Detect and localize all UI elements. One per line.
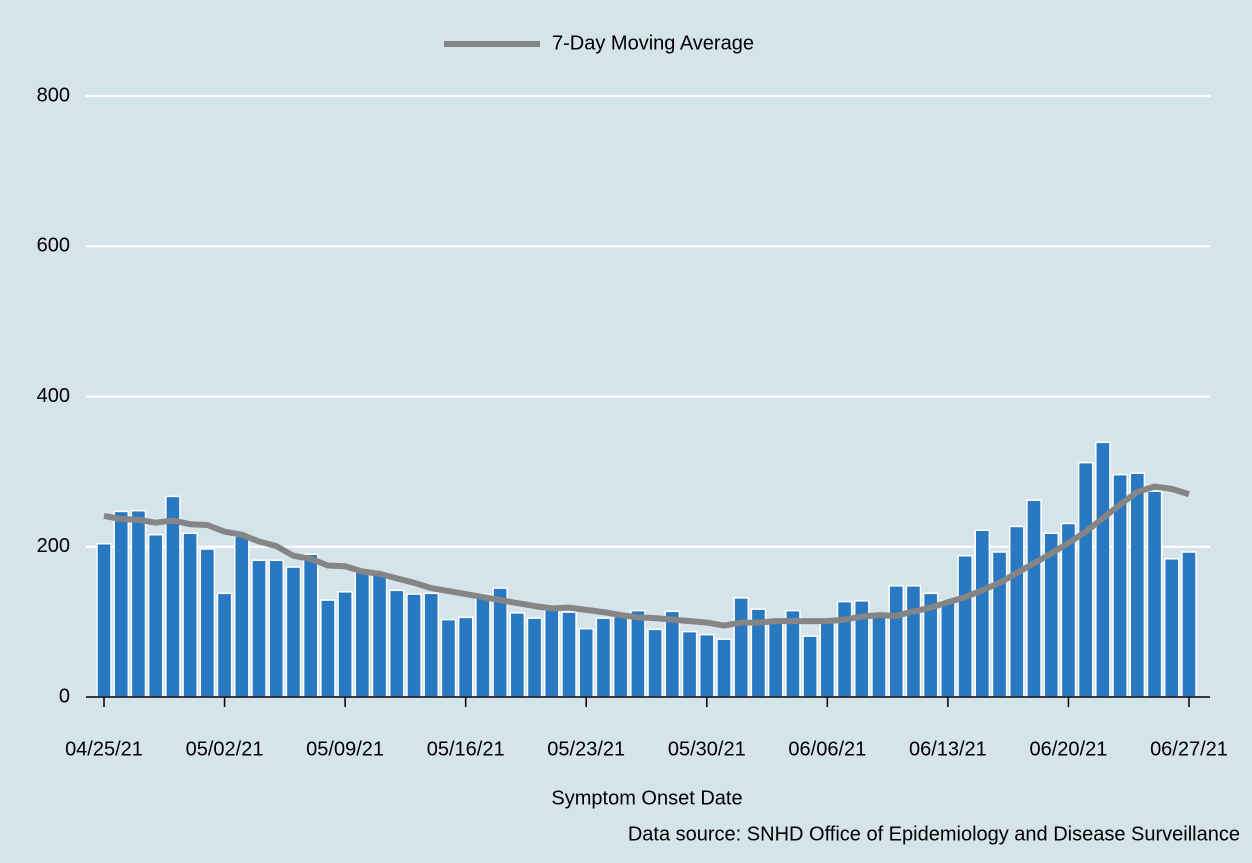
x-tick-label: 05/30/21: [668, 738, 746, 760]
x-tick-label: 06/06/21: [788, 738, 866, 760]
bar: [1008, 525, 1025, 698]
bar: [475, 593, 491, 698]
y-tick-label: 600: [37, 235, 70, 257]
bar: [423, 592, 440, 698]
bar: [216, 592, 233, 698]
bar: [1181, 551, 1197, 698]
bar: [406, 593, 422, 698]
bar: [1163, 558, 1180, 698]
bar: [698, 633, 715, 698]
bar: [1146, 490, 1163, 698]
y-tick-label: 800: [37, 84, 70, 106]
bar: [526, 617, 543, 698]
bar: [940, 600, 956, 698]
bar: [285, 566, 302, 698]
bar: [354, 570, 371, 698]
bar: [199, 548, 216, 698]
bar: [647, 628, 663, 698]
bar: [337, 591, 353, 698]
bar: [113, 510, 130, 698]
moving-average-line: [103, 483, 1190, 629]
bar: [492, 587, 508, 698]
x-tick-label: 06/13/21: [909, 738, 987, 760]
bar: [1129, 472, 1146, 698]
x-tick-label: 05/23/21: [547, 738, 625, 760]
bar: [268, 559, 285, 698]
bar: [457, 616, 474, 698]
bar: [147, 533, 164, 698]
bar: [440, 618, 457, 698]
legend-label: 7-Day Moving Average: [552, 32, 754, 54]
bar: [664, 610, 681, 698]
bar: [802, 635, 818, 698]
bar: [96, 542, 112, 698]
bar: [716, 638, 732, 698]
source-note: Data source: SNHD Office of Epidemiology…: [628, 823, 1240, 845]
x-tick-label: 04/25/21: [65, 738, 143, 760]
bar: [182, 532, 198, 698]
bar: [388, 589, 405, 698]
bar: [991, 551, 1008, 698]
bar: [251, 559, 267, 698]
bar: [1095, 441, 1111, 698]
x-tick-label: 05/16/21: [427, 738, 505, 760]
bar: [871, 613, 887, 698]
bar: [957, 555, 973, 698]
x-tick-label: 06/27/21: [1150, 738, 1228, 760]
bar: [905, 585, 922, 698]
x-tick-label: 05/02/21: [186, 738, 264, 760]
bar: [509, 612, 526, 698]
bar: [767, 621, 784, 698]
bar: [1077, 461, 1094, 698]
bar: [595, 617, 612, 698]
bar: [233, 535, 250, 698]
bar: [974, 529, 991, 698]
y-tick-label: 0: [59, 685, 70, 707]
bar: [130, 509, 147, 698]
bar: [733, 597, 750, 698]
bar: [561, 611, 577, 698]
bar: [302, 553, 319, 698]
y-tick-label: 200: [37, 535, 70, 557]
bar: [888, 585, 905, 698]
bar: [165, 495, 181, 698]
y-tick-label: 400: [37, 385, 70, 407]
x-axis-title: Symptom Onset Date: [551, 787, 742, 809]
bar: [320, 599, 336, 698]
bar: [543, 606, 560, 698]
bar: [371, 573, 388, 698]
x-tick-label: 05/09/21: [306, 738, 384, 760]
bar: [612, 615, 629, 698]
bar: [578, 627, 595, 698]
bar: [630, 609, 646, 698]
bar: [681, 630, 698, 698]
bar: [1026, 499, 1042, 698]
x-tick-label: 06/20/21: [1030, 738, 1108, 760]
bar: [819, 621, 836, 698]
